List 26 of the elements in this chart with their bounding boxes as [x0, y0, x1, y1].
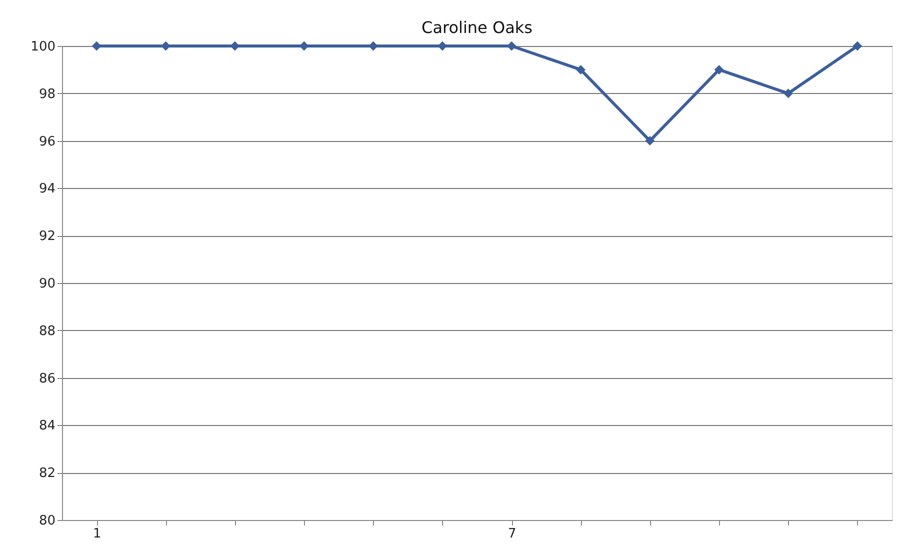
x-tick-label: 1 [92, 526, 102, 542]
y-tick-label: 98 [38, 86, 56, 102]
chart-title: Caroline Oaks [422, 18, 532, 37]
point [784, 88, 793, 98]
point [368, 41, 378, 51]
y-tick-label: 82 [38, 466, 56, 482]
point [506, 41, 516, 51]
point [645, 136, 655, 146]
point [161, 41, 170, 51]
y-tick-label: 100 [30, 40, 56, 54]
point [852, 41, 862, 51]
y-tick-label: 96 [38, 134, 56, 150]
point [92, 41, 102, 51]
point [438, 41, 448, 51]
y-tick-label: 92 [38, 229, 56, 244]
y-tick-label: 88 [38, 324, 56, 339]
point [299, 41, 309, 51]
point [230, 41, 240, 51]
y-tick-label: 86 [38, 371, 56, 386]
y-tick-label: 80 [38, 514, 56, 528]
point [714, 64, 724, 74]
y-tick-label: 84 [38, 418, 56, 434]
x-tick-label: 7 [508, 526, 516, 542]
point [576, 64, 586, 74]
y-tick-label: 90 [38, 276, 56, 292]
y-tick-label: 94 [38, 182, 56, 197]
